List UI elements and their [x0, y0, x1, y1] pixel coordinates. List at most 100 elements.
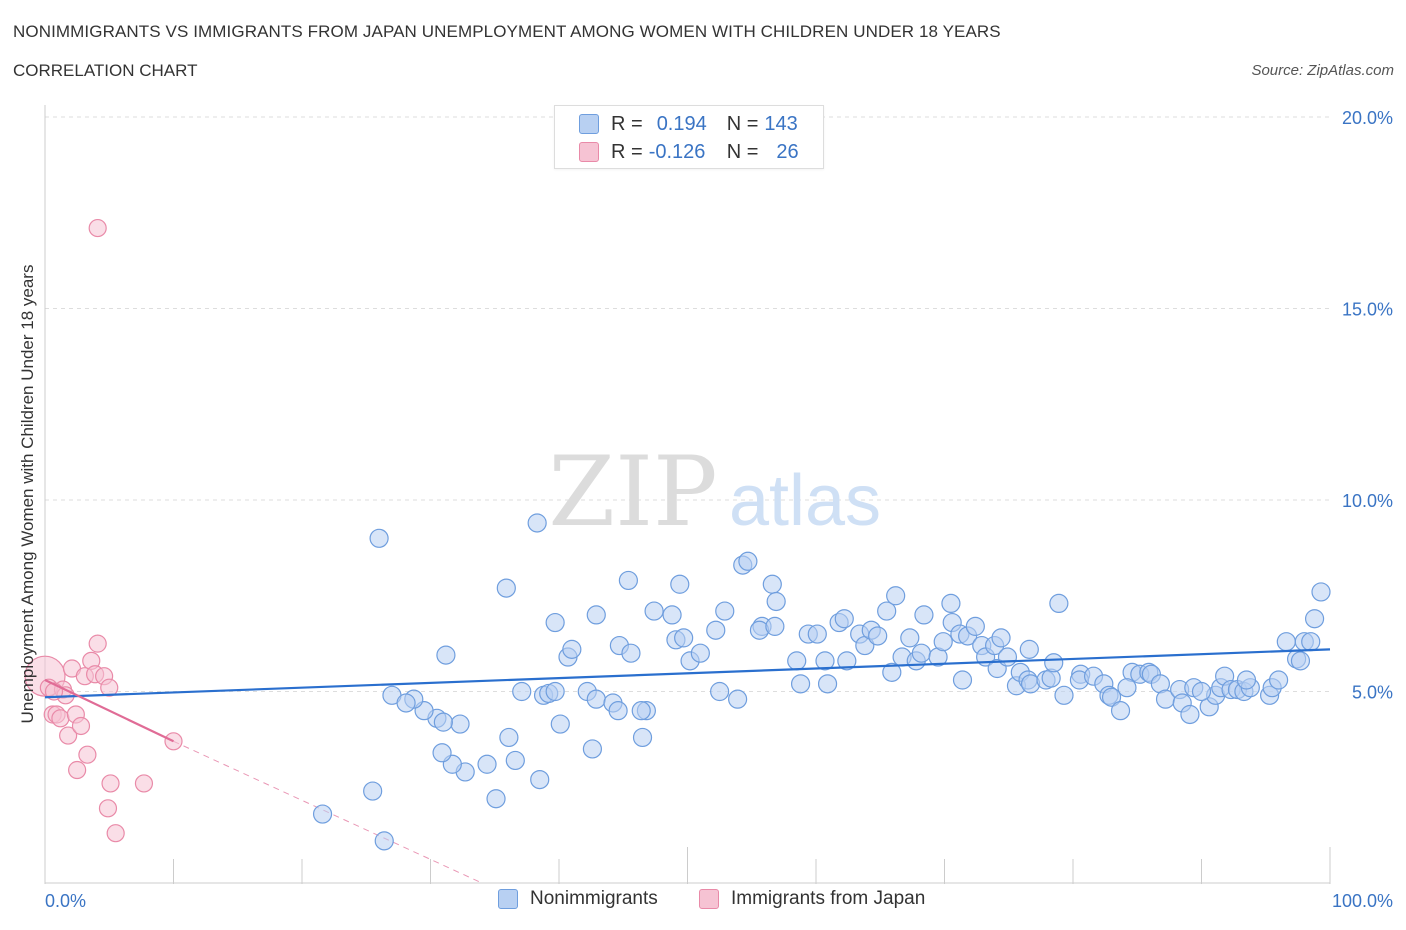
bottom-legend-label: Immigrants from Japan [731, 888, 926, 909]
immigrant-point [134, 774, 154, 793]
nonimmigrant-point [1276, 632, 1296, 652]
legend-r-value: -0.126 [648, 140, 706, 163]
nonimmigrant-point [512, 681, 532, 702]
nonimmigrant-point [530, 769, 550, 790]
immigrant-point [88, 218, 107, 238]
nonimmigrant-point [632, 727, 653, 748]
nonimmigrant-point [1019, 639, 1039, 659]
nonimmigrant-point [933, 632, 953, 652]
nonimmigrant-point [900, 628, 920, 648]
nonimmigrant-point [631, 701, 651, 721]
nonimmigrant-point [670, 574, 690, 594]
bottom-legend-immigrants: Immigrants from Japan [699, 888, 925, 910]
legend-swatch-blue [579, 114, 599, 134]
nonimmigrant-point [505, 750, 525, 771]
x-tick-label: 100.0% [1332, 891, 1393, 911]
nonimmigrant-point [1268, 670, 1289, 690]
nonimmigrant-point [550, 714, 570, 734]
immigrant-point [59, 726, 78, 745]
immigrant-point [78, 745, 97, 764]
stats-legend: R = 0.194 N = 143 R = -0.126 N = 26 [554, 105, 824, 169]
source-label: Source: ZipAtlas.com [1251, 62, 1394, 79]
nonimmigrant-point [545, 681, 565, 702]
bottom-legend-swatch-blue [498, 889, 518, 909]
watermark: ZIP atlas [548, 436, 881, 548]
y-tick-label: 20.0% [1342, 108, 1393, 128]
y-tick-label: 15.0% [1342, 300, 1393, 320]
nonimmigrant-point [807, 624, 827, 644]
legend-n-value: 26 [776, 140, 799, 163]
watermark-zip: ZIP [548, 436, 717, 548]
nonimmigrant-point [1191, 681, 1212, 702]
nonimmigrant-point [952, 670, 973, 690]
legend-r-value: 0.194 [656, 112, 707, 135]
nonimmigrant-point [837, 651, 857, 671]
nonimmigrants-trendline [44, 648, 1331, 699]
legend-n-label: N = [726, 112, 759, 135]
bottom-legend-swatch-pink [699, 889, 719, 909]
nonimmigrant-point [790, 674, 811, 694]
legend-r-label: R = [611, 140, 643, 163]
immigrants-points [24, 218, 183, 843]
nonimmigrant-point [486, 789, 506, 809]
nonimmigrant-point [363, 781, 383, 801]
bottom-legend-nonimmigrants: Nonimmigrants [498, 888, 658, 910]
immigrant-point [71, 716, 91, 736]
nonimmigrant-point [914, 605, 934, 625]
nonimmigrant-point [1311, 582, 1331, 602]
nonimmigrant-point [991, 628, 1011, 648]
y-tick-label: 10.0% [1342, 491, 1393, 511]
nonimmigrant-point [1304, 609, 1325, 629]
nonimmigrant-point [396, 693, 416, 713]
nonimmigrant-point [1049, 593, 1069, 614]
immigrant-point [68, 760, 87, 780]
nonimmigrant-point [787, 651, 807, 671]
nonimmigrant-point [765, 616, 785, 636]
nonimmigrant-point [662, 605, 682, 625]
nonimmigrant-point [432, 743, 452, 763]
immigrants-trendline [44, 679, 174, 743]
nonimmigrant-point [762, 574, 782, 594]
legend-row-immigrants: R = -0.126 N = 26 [579, 138, 799, 166]
chart-subtitle: CORRELATION CHART [13, 61, 198, 80]
nonimmigrant-point [582, 739, 603, 759]
nonimmigrant-point [374, 831, 394, 851]
nonimmigrant-point [941, 593, 961, 614]
tick-labels: 5.0% 10.0% 15.0% 20.0% 0.0% 100.0% [45, 108, 1393, 911]
nonimmigrants-points [312, 513, 1331, 851]
nonimmigrant-point [586, 605, 606, 625]
legend-r-label: R = [611, 112, 643, 135]
nonimmigrant-point [545, 612, 565, 633]
nonimmigrant-point [1101, 687, 1122, 707]
legend-swatch-pink [579, 142, 599, 162]
nonimmigrant-point [436, 645, 456, 665]
nonimmigrant-point [450, 714, 470, 734]
nonimmigrant-point [496, 578, 516, 598]
y-tick-label: 5.0% [1352, 683, 1393, 703]
nonimmigrant-point [886, 586, 906, 606]
immigrant-point [98, 799, 118, 818]
nonimmigrant-point [312, 804, 333, 824]
nonimmigrant-point [1236, 670, 1257, 690]
nonimmigrant-point [499, 727, 519, 748]
nonimmigrant-point [1110, 701, 1131, 721]
nonimmigrant-point [433, 712, 453, 732]
nonimmigrant-point [608, 701, 628, 721]
immigrant-point [100, 678, 119, 697]
nonimmigrant-point [1044, 653, 1064, 673]
nonimmigrant-point [877, 601, 897, 621]
legend-n-label: N = [726, 140, 759, 163]
nonimmigrant-point [738, 551, 758, 571]
nonimmigrant-point [997, 647, 1018, 667]
chart-title: NONIMMIGRANTS VS IMMIGRANTS FROM JAPAN U… [13, 22, 1001, 41]
nonimmigrant-point [1290, 651, 1311, 671]
nonimmigrant-point [706, 620, 726, 640]
immigrant-point [101, 774, 120, 793]
immigrant-point [88, 634, 107, 653]
legend-n-value: 143 [764, 112, 798, 135]
nonimmigrant-point [911, 643, 931, 663]
nonimmigrant-point [690, 643, 710, 663]
nonimmigrant-point [834, 609, 854, 629]
nonimmigrant-point [621, 643, 641, 663]
